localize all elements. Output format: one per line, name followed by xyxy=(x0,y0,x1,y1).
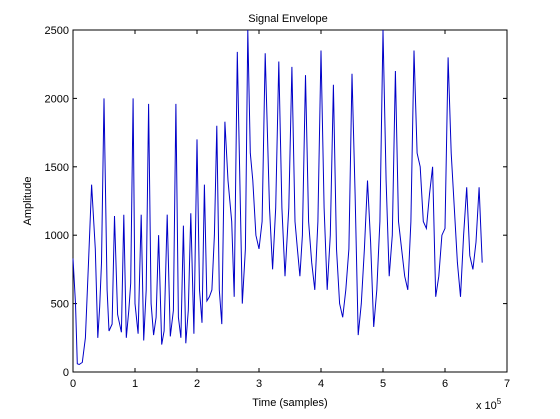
y-tick-label: 1000 xyxy=(45,230,69,242)
chart-title: Signal Envelope xyxy=(248,13,328,25)
y-tick-label: 500 xyxy=(51,299,69,311)
x-axis-label: Time (samples) xyxy=(252,397,327,409)
x-tick-label: 6 xyxy=(442,378,448,390)
signal-envelope-series xyxy=(72,29,483,366)
x-tick-label: 0 xyxy=(70,378,76,390)
x-tick-label: 2 xyxy=(194,378,200,390)
x-tick-label: 1 xyxy=(132,378,138,390)
x-tick-label: 7 xyxy=(504,378,510,390)
x-tick-label: 5 xyxy=(380,378,386,390)
x-axis-multiplier-exponent: 5 xyxy=(497,397,502,406)
y-tick-label: 0 xyxy=(63,367,69,379)
x-tick-label: 4 xyxy=(318,378,324,390)
x-axis-multiplier-base: x 10 xyxy=(476,400,497,412)
y-axis-label: Amplitude xyxy=(22,177,34,226)
x-axis-multiplier: x 105 xyxy=(476,397,502,412)
y-tick-label: 1500 xyxy=(45,162,69,174)
y-tick-label: 2500 xyxy=(45,25,69,37)
tick-group: 0 1 2 3 4 5 6 7 0 500 1000 1500 2000 2500 xyxy=(45,25,511,390)
y-tick-label: 2000 xyxy=(45,93,69,105)
x-tick-label: 3 xyxy=(256,378,262,390)
